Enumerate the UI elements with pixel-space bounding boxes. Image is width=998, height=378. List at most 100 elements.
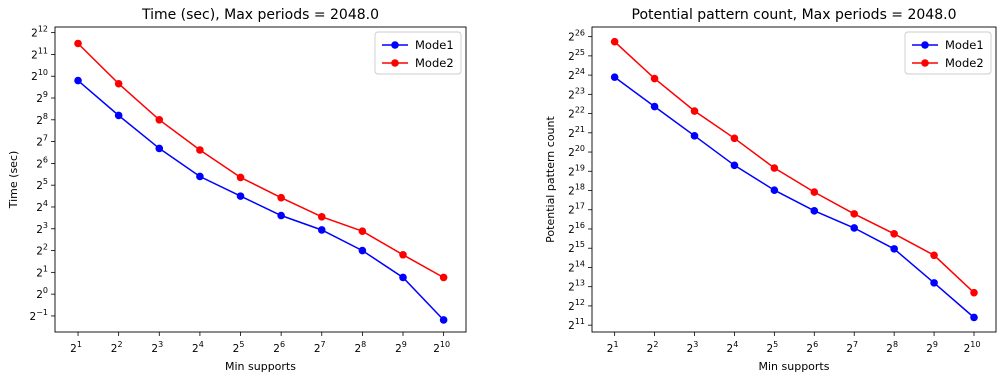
y-tick-label-base: 2 xyxy=(36,158,43,170)
y-tick-label: 29 xyxy=(36,90,48,105)
x-tick-label: 28 xyxy=(886,340,898,355)
x-tick-label: 210 xyxy=(433,340,450,355)
y-tick-label-base: 2 xyxy=(568,147,575,159)
y-tick-label: 211 xyxy=(31,46,48,61)
y-tick-label: 215 xyxy=(568,240,585,255)
series-line-mode1 xyxy=(77,80,445,321)
x-tick-label-base: 2 xyxy=(926,343,933,355)
y-tick-label-base: 2 xyxy=(36,267,43,279)
series-line-mode2 xyxy=(77,42,444,279)
y-tick-label-base: 2 xyxy=(568,243,575,255)
y-tick-label: 216 xyxy=(568,221,585,236)
x-tick-label-exp: 10 xyxy=(440,340,450,349)
data-point-mode1 xyxy=(730,161,739,170)
legend: Mode1 Mode2 xyxy=(904,31,992,75)
y-tick-label: 25 xyxy=(36,177,48,192)
data-point-mode2 xyxy=(155,116,164,124)
y-tick-label-exp: 2 xyxy=(43,243,48,252)
y-tick-label: 28 xyxy=(36,112,48,127)
x-tick-label: 29 xyxy=(395,340,407,355)
y-tick-label-exp: 24 xyxy=(575,67,585,76)
y-tick-label: 23 xyxy=(36,221,48,236)
y-tick-label-base: 2 xyxy=(568,109,575,121)
x-tick-label: 22 xyxy=(111,340,123,355)
y-tick-label-base: 2 xyxy=(31,49,38,61)
x-tick-label: 29 xyxy=(926,340,938,355)
legend-label-mode1: Mode1 xyxy=(945,38,984,52)
data-point-mode2 xyxy=(890,230,898,238)
x-tick-label: 24 xyxy=(192,340,204,355)
x-tick-label-exp: 6 xyxy=(813,340,818,349)
y-tick-label-exp: −1 xyxy=(36,308,48,317)
data-point-mode1 xyxy=(610,73,619,81)
y-tick-label-base: 2 xyxy=(36,246,43,258)
y-tick-label-base: 2 xyxy=(568,51,575,63)
y-tick-label-base: 2 xyxy=(36,93,43,105)
y-tick-label-base: 2 xyxy=(568,166,575,178)
y-tick-label: 225 xyxy=(568,48,585,63)
data-point-mode1 xyxy=(155,144,164,153)
y-tick-label: 24 xyxy=(36,199,48,214)
y-tick-label-base: 2 xyxy=(31,71,38,83)
y-tick-label-exp: 26 xyxy=(575,29,585,38)
y-tick-label-exp: 21 xyxy=(575,125,585,134)
legend-marker-mode2 xyxy=(391,59,399,67)
x-tick-label-base: 2 xyxy=(766,343,773,355)
data-point-mode1 xyxy=(196,172,204,181)
x-tick-label-exp: 7 xyxy=(321,340,326,349)
x-tick-label-exp: 3 xyxy=(158,340,163,349)
data-point-mode1 xyxy=(690,132,699,140)
series-line-mode1 xyxy=(614,76,975,319)
chart-2: Potential pattern count, Max periods = 2… xyxy=(544,7,997,373)
x-tick-label-exp: 2 xyxy=(653,340,658,349)
y-tick-label: 211 xyxy=(568,317,585,332)
data-point-mode1 xyxy=(74,76,82,85)
x-tick-label: 24 xyxy=(727,340,739,355)
data-point-mode2 xyxy=(810,188,819,196)
data-point-mode2 xyxy=(317,213,326,221)
x-tick-label: 23 xyxy=(687,340,699,355)
x-tick-label-exp: 1 xyxy=(77,340,82,349)
x-tick-label: 26 xyxy=(273,340,285,355)
y-tick-label-exp: 17 xyxy=(575,202,585,211)
y-tick-label-exp: 9 xyxy=(43,90,48,99)
y-tick-label-exp: 13 xyxy=(575,279,585,288)
data-point-mode1 xyxy=(970,313,978,322)
y-axis-label: Time (sec) xyxy=(7,151,20,210)
legend-label-mode1: Mode1 xyxy=(415,38,454,52)
x-tick-label: 23 xyxy=(151,340,163,355)
y-tick-label: 210 xyxy=(31,68,48,83)
legend-marker-mode1 xyxy=(921,41,929,49)
data-point-mode1 xyxy=(810,207,819,215)
x-tick-label-base: 2 xyxy=(151,343,158,355)
y-tick-label-base: 2 xyxy=(36,289,43,301)
y-tick-label-base: 2 xyxy=(568,205,575,217)
data-point-mode1 xyxy=(930,279,938,287)
data-point-mode1 xyxy=(399,273,407,282)
x-tick-label: 22 xyxy=(647,340,659,355)
x-axis-label: Min supports xyxy=(225,360,296,373)
data-point-mode2 xyxy=(610,37,619,46)
data-point-mode1 xyxy=(114,111,123,120)
x-tick-label-base: 2 xyxy=(846,343,853,355)
y-tick-label: 224 xyxy=(568,67,585,82)
data-point-mode2 xyxy=(74,39,82,48)
x-tick-label-base: 2 xyxy=(687,343,694,355)
y-tick-label-exp: 16 xyxy=(575,221,585,230)
y-tick-label: 2−1 xyxy=(30,308,48,323)
chart-title: Time (sec), Max periods = 2048.0 xyxy=(141,7,379,23)
x-tick-label-exp: 8 xyxy=(893,340,898,349)
data-point-mode2 xyxy=(650,74,659,83)
x-axis-label: Min supports xyxy=(759,360,830,373)
x-tick-label-base: 2 xyxy=(433,343,440,355)
x-tick-label-base: 2 xyxy=(886,343,893,355)
x-tick-label-base: 2 xyxy=(607,343,614,355)
y-tick-label: 219 xyxy=(568,163,585,178)
x-tick-label-base: 2 xyxy=(647,343,654,355)
y-tick-label-base: 2 xyxy=(36,180,43,192)
y-tick-label-exp: 7 xyxy=(43,134,48,143)
series-line-mode2 xyxy=(614,41,975,294)
x-tick-label: 25 xyxy=(233,340,245,355)
data-point-mode2 xyxy=(196,146,204,154)
y-tick-label-base: 2 xyxy=(568,301,575,313)
